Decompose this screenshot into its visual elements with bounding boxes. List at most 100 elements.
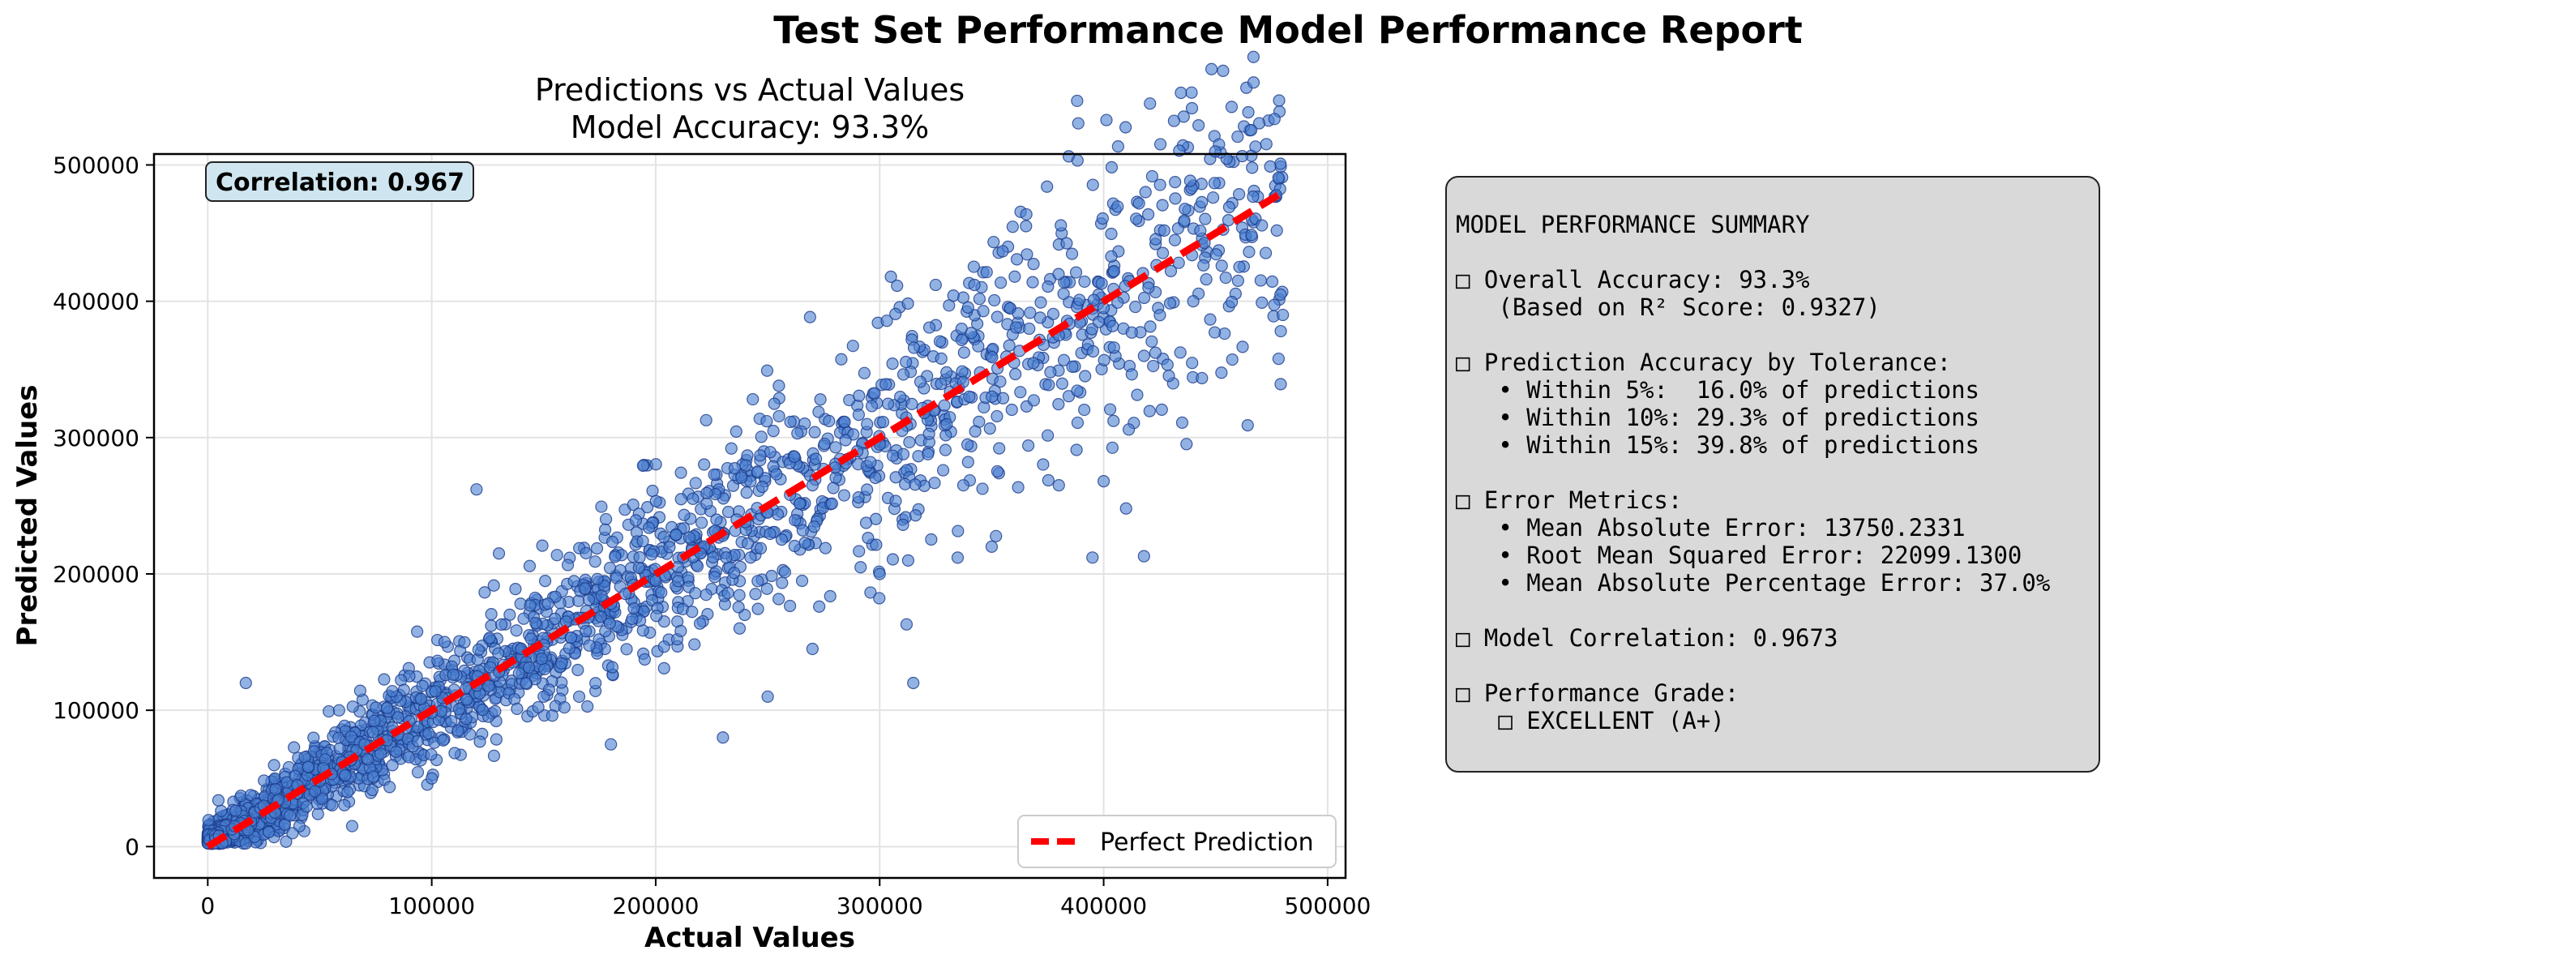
- scatter-point: [535, 653, 548, 666]
- scatter-point: [326, 798, 339, 811]
- scatter-point: [907, 676, 920, 690]
- scatter-point: [1125, 368, 1138, 381]
- scatter-point: [341, 786, 354, 798]
- scatter-point: [1272, 352, 1285, 366]
- scatter-point: [1027, 258, 1040, 271]
- scatter-point: [1052, 268, 1065, 280]
- summary-line: □ Prediction Accuracy by Tolerance:: [1456, 349, 1952, 376]
- scatter-point: [886, 553, 900, 566]
- scatter-point: [1241, 419, 1254, 432]
- scatter-point: [987, 235, 1000, 249]
- scatter-point: [605, 535, 619, 549]
- scatter-point: [1199, 212, 1212, 225]
- scatter-point: [1057, 287, 1070, 301]
- performance-summary: MODEL PERFORMANCE SUMMARY □ Overall Accu…: [1456, 211, 2050, 734]
- scatter-point: [751, 465, 764, 478]
- scatter-point: [678, 508, 691, 521]
- scatter-point: [426, 772, 439, 785]
- annotation-box: [205, 161, 474, 202]
- axes-frame: [152, 152, 1347, 880]
- scatter-point: [708, 571, 721, 584]
- scatter-point: [1105, 161, 1119, 174]
- scatter-point: [485, 608, 498, 621]
- scatter-point: [788, 539, 801, 553]
- scatter-point: [1274, 157, 1287, 170]
- scatter-point: [955, 333, 969, 346]
- scatter-point: [1107, 414, 1120, 427]
- scatter-point: [1209, 248, 1222, 261]
- x-axis-label: Actual Values: [644, 922, 855, 954]
- scatter-point: [683, 531, 696, 544]
- scatter-point: [370, 701, 383, 714]
- scatter-point: [627, 602, 640, 615]
- scatter-point: [448, 747, 461, 760]
- scatter-point: [487, 749, 501, 762]
- scatter-point: [546, 709, 558, 722]
- scatter-point: [1023, 322, 1036, 336]
- scatter-point: [1014, 386, 1027, 399]
- scatter-point: [986, 351, 999, 364]
- scatter-point: [825, 497, 838, 510]
- annotation-text: Correlation: 0.967: [216, 169, 464, 197]
- scatter-point: [1186, 357, 1199, 370]
- scatter-point: [1024, 306, 1037, 319]
- scatter-point: [288, 741, 301, 754]
- scatter-point: [751, 575, 764, 588]
- scatter-point: [1071, 416, 1085, 430]
- chart-title-line-2: Model Accuracy: 93.3%: [570, 109, 930, 145]
- scatter-point: [571, 663, 584, 677]
- scatter-point: [861, 483, 874, 496]
- summary-line: • Root Mean Squared Error: 22099.1300: [1456, 542, 2022, 569]
- scatter-point: [963, 390, 976, 403]
- scatter-point: [824, 589, 837, 603]
- scatter-point: [1247, 76, 1260, 89]
- scatter-point: [886, 449, 900, 462]
- scatter-point: [1153, 178, 1166, 191]
- scatter-point: [1009, 367, 1022, 381]
- scatter-point: [1042, 379, 1055, 392]
- scatter-point: [788, 450, 801, 463]
- scatter-point: [1008, 270, 1021, 283]
- scatter-point: [996, 245, 1009, 258]
- scatter-point: [1273, 94, 1286, 107]
- scatter-point: [1243, 246, 1256, 259]
- scatter-point: [550, 549, 563, 562]
- scatter-point: [1141, 208, 1155, 221]
- scatter-point: [603, 561, 617, 575]
- scatter-point: [558, 700, 571, 714]
- scatter-point: [896, 447, 910, 460]
- scatter-point: [889, 307, 902, 320]
- scatter-point: [1103, 403, 1117, 416]
- scatter-point: [460, 713, 473, 726]
- scatter-point: [1097, 475, 1110, 488]
- scatter-point: [1270, 224, 1283, 238]
- scatter-point: [380, 701, 394, 714]
- scatter-point: [429, 685, 442, 698]
- scatter-point: [1192, 118, 1205, 132]
- scatter-point: [422, 727, 435, 740]
- scatter-point: [591, 572, 604, 585]
- scatter-point: [1078, 403, 1091, 417]
- scatter-point: [464, 728, 477, 741]
- scatter-point: [300, 800, 313, 813]
- scatter-point: [775, 533, 789, 546]
- scatter-point: [1005, 403, 1018, 417]
- scatter-point: [725, 442, 738, 455]
- scatter-point: [896, 368, 910, 381]
- y-tick-label: 200000: [53, 561, 139, 588]
- scatter-point: [1268, 298, 1281, 311]
- scatter-point: [1122, 423, 1136, 436]
- scatter-point: [993, 442, 1006, 455]
- scatter-point: [1242, 105, 1255, 119]
- scatter-point: [1131, 388, 1144, 401]
- scatter-point: [470, 483, 483, 496]
- scatter-point: [1012, 307, 1025, 320]
- scatter-point: [411, 734, 424, 747]
- scatter-point: [579, 582, 592, 595]
- scatter-point: [1052, 398, 1065, 411]
- scatter-point: [991, 409, 1003, 423]
- scatter-point: [1233, 260, 1246, 273]
- scatter-point: [789, 514, 802, 527]
- scatter-point: [583, 639, 596, 652]
- scatter-point: [1205, 62, 1218, 75]
